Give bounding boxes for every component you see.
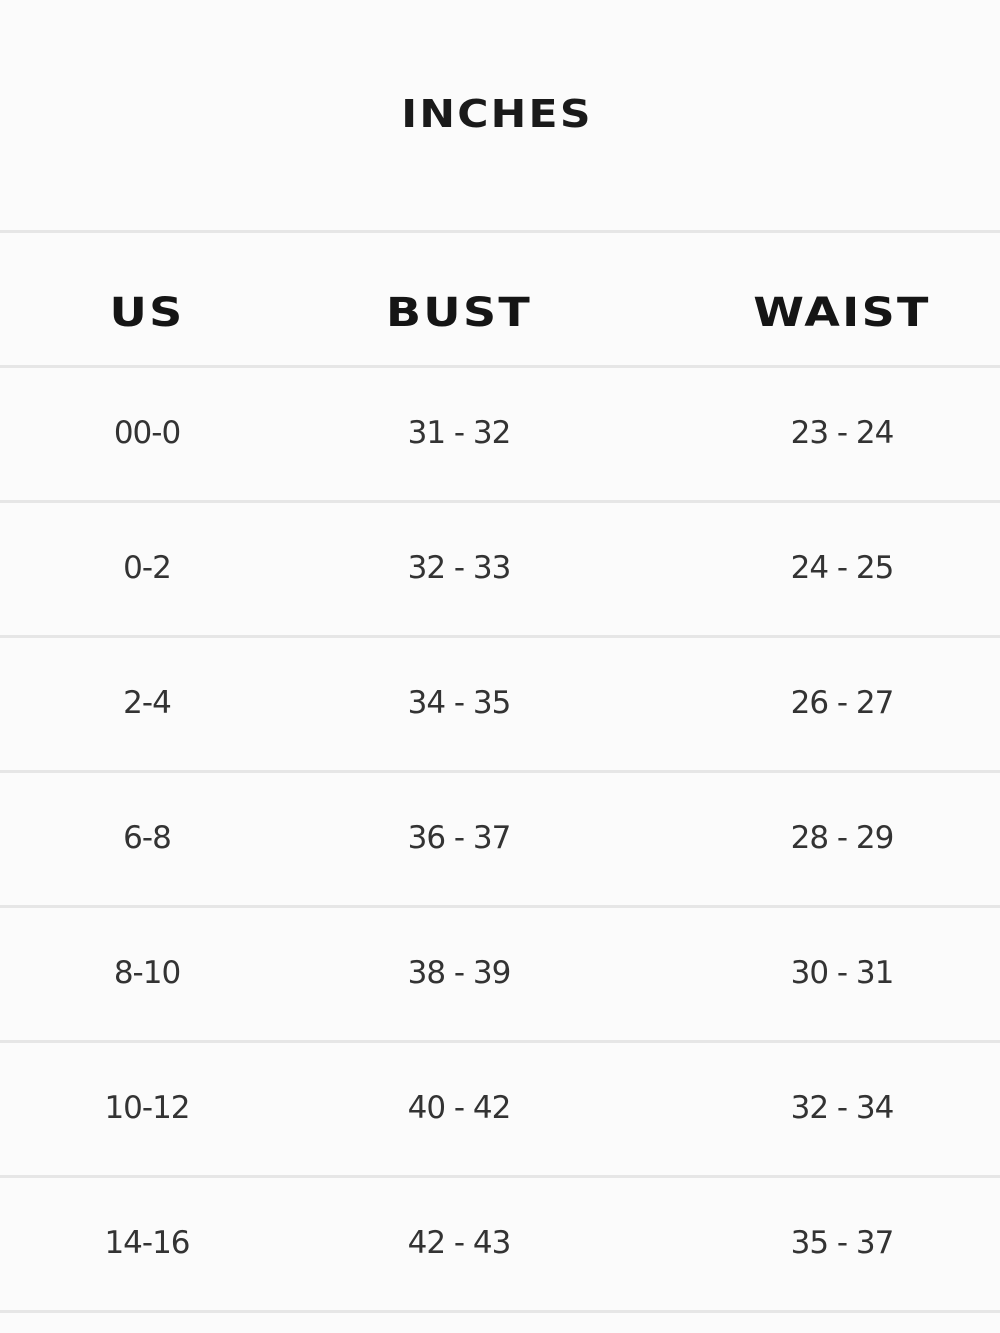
cell-waist: 24 - 25 xyxy=(790,550,895,586)
divider xyxy=(0,770,1000,773)
cell-bust: 36 - 37 xyxy=(407,820,512,856)
cell-waist: 23 - 24 xyxy=(790,415,895,451)
column-header-waist: WAIST xyxy=(753,290,931,336)
cell-us-size: 8-10 xyxy=(113,955,181,991)
divider xyxy=(0,1310,1000,1313)
divider xyxy=(0,365,1000,368)
cell-us-size: 10-12 xyxy=(104,1090,190,1126)
divider xyxy=(0,1175,1000,1178)
cell-waist: 32 - 34 xyxy=(790,1090,895,1126)
cell-waist: 28 - 29 xyxy=(790,820,895,856)
divider xyxy=(0,500,1000,503)
cell-us-size: 00-0 xyxy=(113,415,181,451)
cell-bust: 32 - 33 xyxy=(407,550,512,586)
cell-us-size: 2-4 xyxy=(123,685,172,721)
divider xyxy=(0,635,1000,638)
cell-us-size: 14-16 xyxy=(104,1225,190,1261)
cell-waist: 30 - 31 xyxy=(790,955,895,991)
cell-us-size: 6-8 xyxy=(123,820,172,856)
size-chart-title: INCHES xyxy=(401,92,593,136)
cell-us-size: 0-2 xyxy=(123,550,172,586)
cell-bust: 31 - 32 xyxy=(407,415,512,451)
divider xyxy=(0,905,1000,908)
divider xyxy=(0,1040,1000,1043)
column-header-bust: BUST xyxy=(385,290,533,336)
cell-bust: 40 - 42 xyxy=(407,1090,512,1126)
column-header-us: US xyxy=(109,290,185,336)
cell-waist: 35 - 37 xyxy=(790,1225,895,1261)
cell-bust: 42 - 43 xyxy=(407,1225,512,1261)
cell-bust: 38 - 39 xyxy=(407,955,512,991)
divider xyxy=(0,230,1000,233)
cell-waist: 26 - 27 xyxy=(790,685,895,721)
cell-bust: 34 - 35 xyxy=(407,685,512,721)
